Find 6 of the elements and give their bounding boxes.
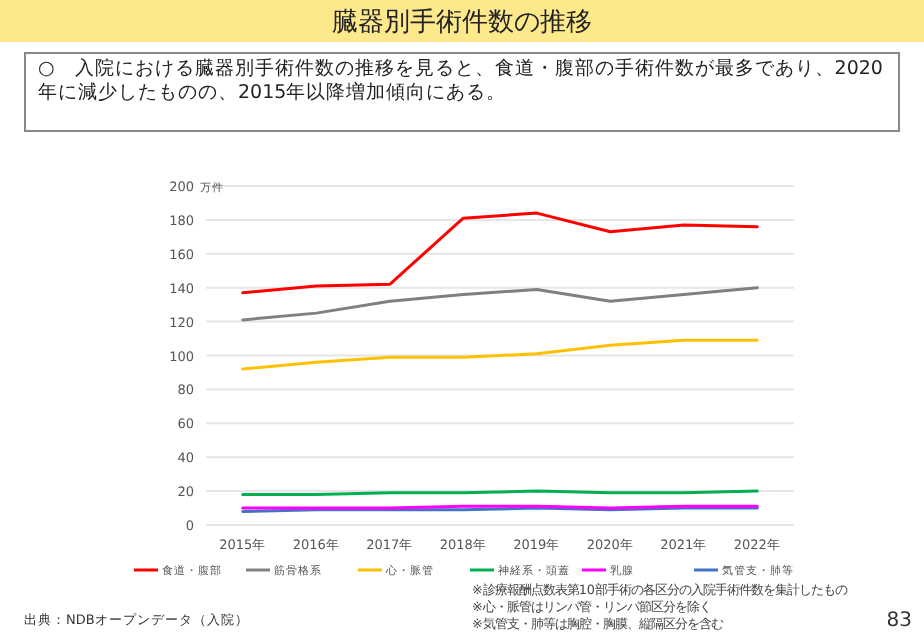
line-series bbox=[241, 211, 759, 295]
chart-subtitle: ○ 入院における臓器別手術件数の推移を見ると、食道・腹部の手術件数が最多であり、2020年に減少したものの、2015年以降増加傾向にある。 bbox=[36, 58, 885, 106]
line-series bbox=[241, 338, 759, 371]
chart-title: 臓器別手術件数の推移 bbox=[332, 8, 592, 38]
text: 83 bbox=[886, 610, 912, 632]
line-series bbox=[241, 286, 759, 322]
